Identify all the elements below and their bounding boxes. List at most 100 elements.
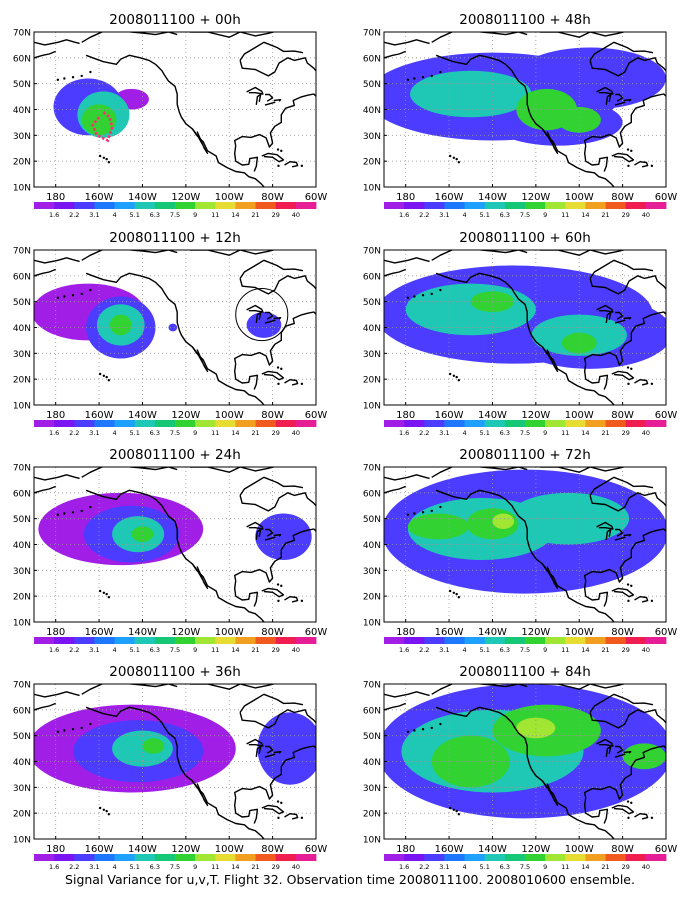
coastline (261, 587, 285, 598)
coastline (615, 311, 624, 320)
y-tick-label: 40N (363, 106, 381, 116)
x-tick-label: 180 (46, 192, 65, 203)
x-tick-label: 100W (215, 844, 244, 855)
coastline (634, 161, 649, 168)
coastline (34, 474, 80, 481)
island (280, 367, 283, 371)
island (650, 599, 654, 603)
coastline (596, 738, 614, 747)
colorbar-swatch (175, 637, 196, 644)
coastline (34, 268, 56, 277)
coastline (435, 706, 615, 839)
island (107, 596, 111, 599)
coastline (584, 93, 666, 148)
colorbar-swatch (195, 854, 216, 861)
colorbar-swatch (114, 637, 136, 644)
colorbar-swatch (605, 202, 627, 209)
x-tick-label: 160W (85, 844, 114, 855)
colorbar-label: 4 (113, 211, 117, 219)
coastline (246, 738, 264, 747)
colorbar-label: 5.1 (480, 429, 490, 437)
coastline (634, 596, 649, 603)
y-tick-label: 40N (363, 324, 381, 334)
island (89, 505, 92, 509)
y-tick-label: 50N (13, 80, 31, 90)
colorbar-label: 14 (581, 211, 589, 219)
map-area (34, 250, 316, 405)
panel-7: 2008011100 + 84h 10N 20N 30N 40N 50N 60N 70N 180… (363, 664, 678, 870)
island (56, 513, 60, 516)
colorbar-label: 4 (463, 863, 467, 870)
colorbar-label: 5.1 (480, 863, 490, 870)
island (102, 374, 106, 378)
colorbar-label: 7.5 (170, 646, 180, 654)
colorbar-label: 40 (292, 863, 300, 870)
coastline (234, 363, 259, 390)
x-tick-label: 100W (565, 410, 594, 421)
colorbar-swatch (424, 637, 445, 644)
island (80, 292, 83, 296)
coastline (611, 587, 635, 598)
island (406, 513, 410, 516)
coastline (188, 32, 277, 38)
colorbar-swatch (404, 854, 425, 861)
island (277, 382, 280, 386)
colorbar-label: 2.2 (419, 211, 429, 219)
colorbar-swatch (235, 854, 256, 861)
island (413, 729, 416, 732)
panel-4: 2008011100 + 24h 10N 20N 30N 40N 50N 60N 70N 180… (13, 447, 328, 654)
y-tick-label: 10N (363, 402, 381, 412)
island (71, 511, 75, 514)
colorbar-label: 6.3 (500, 429, 510, 437)
coastline (273, 99, 282, 102)
colorbar-label: 4 (463, 211, 467, 219)
x-tick-label: 160W (435, 844, 464, 855)
variance-contour (431, 735, 510, 788)
colorbar-swatch (255, 854, 277, 861)
colorbar-swatch (154, 420, 176, 427)
island (98, 589, 102, 593)
colorbar-swatch (154, 202, 176, 209)
coastline (623, 751, 632, 754)
colorbar-label: 6.3 (150, 863, 160, 870)
colorbar-label: 3.1 (439, 429, 449, 437)
coastline (284, 813, 299, 820)
coastline (261, 370, 285, 381)
colorbar-label: 29 (622, 211, 630, 219)
coastline (234, 311, 316, 366)
colorbar-label: 5.1 (130, 646, 140, 654)
colorbar-swatch (444, 637, 465, 644)
coastline (234, 580, 259, 607)
variance-contour (557, 106, 601, 133)
colorbar-swatch (605, 637, 627, 644)
island (105, 157, 108, 161)
island (107, 813, 111, 816)
y-tick-label: 30N (13, 350, 31, 360)
y-tick-label: 60N (363, 489, 381, 499)
island (107, 379, 111, 382)
y-tick-label: 40N (363, 758, 381, 768)
coastline (384, 268, 406, 277)
colorbar-swatch (404, 202, 425, 209)
colorbar-label: 4 (113, 646, 117, 654)
colorbar-swatch (565, 854, 586, 861)
colorbar-label: 11 (211, 646, 219, 654)
coastline (246, 304, 264, 313)
island (63, 512, 66, 515)
colorbar-swatch (585, 854, 606, 861)
colorbar-label: 7.5 (170, 429, 180, 437)
x-tick-label: 160W (435, 192, 464, 203)
colorbar-label: 40 (292, 646, 300, 654)
y-tick-label: 20N (13, 593, 31, 603)
colorbar-swatch (255, 420, 277, 427)
colorbar-swatch (565, 420, 586, 427)
map-area (384, 32, 666, 187)
island (626, 148, 630, 151)
colorbar-swatch (585, 202, 606, 209)
island (300, 816, 304, 820)
island (430, 726, 433, 730)
panel-title: 2008011100 + 00h (109, 12, 241, 28)
x-tick-label: 100W (565, 192, 594, 203)
island (650, 816, 654, 820)
colorbar-swatch (424, 420, 445, 427)
